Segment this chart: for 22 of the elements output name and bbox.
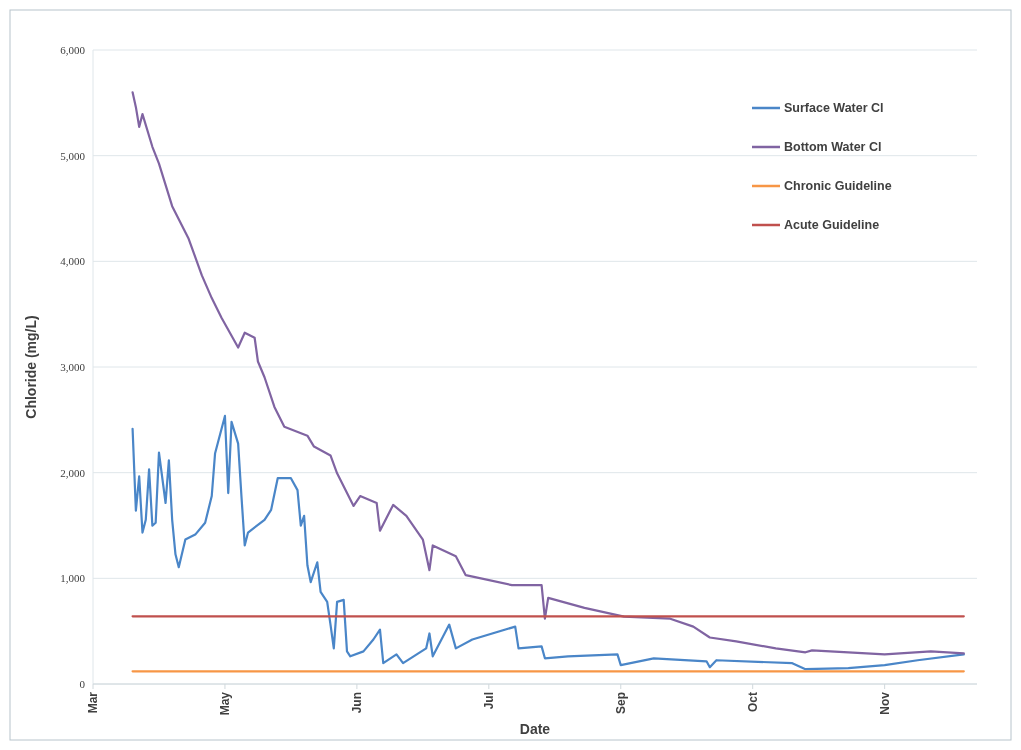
y-tick-label: 0 [79, 678, 86, 690]
y-tick-label: 3,000 [60, 361, 86, 373]
x-tick-label: May [217, 691, 232, 716]
x-axis-title: Date [519, 721, 551, 737]
x-tick-label: Sep [613, 692, 628, 715]
x-tick-label: Nov [877, 691, 892, 715]
legend-label: Acute Guideline [784, 218, 880, 232]
y-tick-label: 1,000 [60, 572, 86, 585]
legend-label: Chronic Guideline [784, 179, 892, 193]
x-tick-label: Mar [86, 691, 100, 714]
legend-label: Bottom Water Cl [784, 140, 882, 154]
y-tick-label: 2,000 [60, 466, 86, 479]
y-tick-label: 6,000 [60, 44, 86, 56]
y-axis-title: Chloride (mg/L) [23, 315, 39, 419]
x-tick-label: Jul [481, 692, 496, 710]
x-tick-label: Jun [349, 692, 364, 714]
x-tick-label: Oct [745, 692, 760, 713]
line-series [131, 91, 965, 656]
legend-label: Surface Water Cl [784, 101, 884, 115]
y-tick-label: 5,000 [60, 149, 86, 162]
y-tick-label: 4,000 [60, 255, 86, 268]
line-series [131, 414, 965, 671]
